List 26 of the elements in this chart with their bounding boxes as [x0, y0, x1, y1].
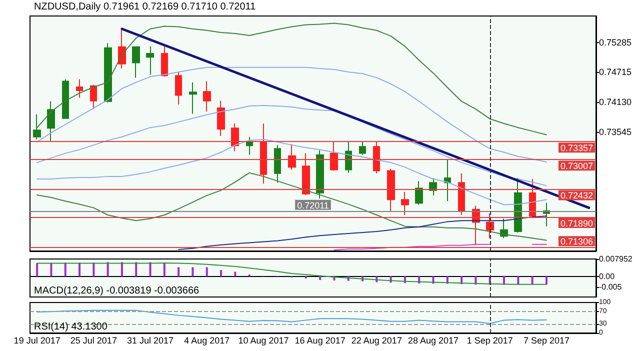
ref-line-label: 0.71306 [560, 236, 593, 247]
ref-line-label: 0.73357 [560, 143, 593, 154]
ref-line-label: 0.73007 [560, 161, 593, 172]
x-tick-label: 28 Aug 2017 [408, 336, 459, 346]
y-tick-label: 0.00 [599, 272, 616, 281]
chart-title: NZDUSD,Daily 0.71961 0.72169 0.71710 0.72011 [34, 2, 256, 12]
text: RSI(14) 43.1300 [34, 322, 108, 332]
ref-line-label: 0.72011 [297, 200, 329, 210]
ref-line-label: 0.71890 [560, 218, 593, 229]
y-tick-label: 0.74130 [599, 96, 632, 107]
y-tick-label: 0.007952 [599, 254, 633, 264]
y-tick-label: -0.005 [599, 282, 622, 292]
x-tick-label: 25 Jul 2017 [70, 336, 117, 346]
ref-line-label: 0.72432 [560, 190, 593, 201]
x-tick-label: 16 Aug 2017 [294, 336, 346, 346]
x-tick-label: 10 Aug 2017 [238, 336, 289, 346]
x-tick-label: 22 Aug 2017 [351, 336, 402, 346]
x-tick-label: 19 Jul 2017 [14, 336, 60, 346]
y-tick-label: 0.73545 [599, 126, 632, 137]
x-tick-label: 7 Sep 2017 [523, 336, 570, 346]
x-tick-label: 1 Sep 2017 [466, 336, 513, 346]
x-tick-label: 4 Aug 2017 [184, 336, 230, 346]
y-tick-label: 0.74715 [599, 66, 632, 77]
x-tick-label: 31 Jul 2017 [127, 336, 174, 346]
y-tick-label: 0.75285 [599, 37, 632, 48]
text: MACD(12,26,9) -0.003819 -0.003666 [34, 286, 200, 296]
